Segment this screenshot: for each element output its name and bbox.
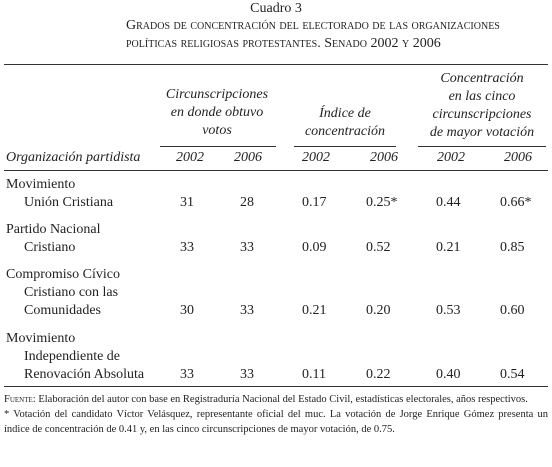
source-text: Elaboración del autor con base en Regist… [38,394,528,405]
cell-value: 0.40 [436,367,461,382]
column-group-label: en las cinco [448,89,516,104]
bottom-rule [4,386,548,387]
cell-value: 0.44 [436,195,461,210]
row-label: Partido Nacional [6,222,101,237]
column-header: 2006 [370,150,398,165]
cell-value: 0.60 [500,303,525,318]
source-label: Fuente: [4,394,36,405]
row-label: Comunidades [24,303,101,318]
cell-value: 0.54 [500,367,525,382]
cell-value: 33 [180,240,194,255]
column-group-label: Índice de [319,106,371,121]
cell-value: 0.17 [302,195,327,210]
top-rule [4,64,548,65]
cell-value: 0.25* [366,195,398,210]
row-label: Compromiso Cívico [6,267,120,282]
cell-value: 33 [180,367,194,382]
column-header: 2006 [504,150,532,165]
cell-value: 0.21 [436,240,461,255]
row-label: Independiente de [24,349,121,364]
table-title: Grados de concentración del electorado d… [126,18,500,33]
cell-value: 28 [240,195,254,210]
column-group-label: Concentración [440,71,524,86]
cell-value: 0.11 [302,367,326,382]
cell-value: 31 [180,195,194,210]
group-rule [160,146,276,147]
column-group-label: Circunscripciones [165,87,269,102]
footnote: * Votación del candidato Víctor Velásque… [4,409,548,435]
column-header: 2002 [176,150,204,165]
cell-value: 0.21 [302,303,327,318]
cell-value: 0.66* [500,195,532,210]
notes: Fuente: Elaboración del autor con base e… [4,392,548,437]
cell-value: 0.85 [500,240,525,255]
cell-value: 30 [180,303,194,318]
cell-value: 33 [240,240,254,255]
column-header: 2002 [302,150,330,165]
row-label: Unión Cristiana [24,195,114,210]
cell-value: 33 [240,367,254,382]
group-rule [418,146,546,147]
row-label: Movimiento [6,331,76,346]
column-header: 2002 [437,150,465,165]
cell-value: 0.22 [366,367,391,382]
row-label: Cristiano [24,240,76,255]
source-note: Fuente: Elaboración del autor con base e… [4,392,548,407]
column-group-label: votos [202,123,232,138]
table-label: Cuadro 3 [250,1,302,16]
row-label: Movimiento [6,177,76,192]
row-label: Cristiano con las [24,285,119,300]
column-group-label: en donde obtuvo [170,105,264,120]
column-header: Organización partidista [6,150,141,165]
column-header: 2006 [234,150,262,165]
column-group-label: de mayor votación [429,125,535,140]
table-title: políticas religiosas protestantes. Senad… [126,36,441,51]
group-rule [294,146,396,147]
cell-value: 0.20 [366,303,391,318]
column-group-label: circunscripciones [432,107,532,122]
cell-value: 0.09 [302,240,327,255]
column-group-label: concentración [304,124,386,139]
cell-value: 33 [240,303,254,318]
header-rule [4,170,548,171]
cell-value: 0.53 [436,303,461,318]
row-label: Renovación Absoluta [24,367,145,382]
cell-value: 0.52 [366,240,391,255]
